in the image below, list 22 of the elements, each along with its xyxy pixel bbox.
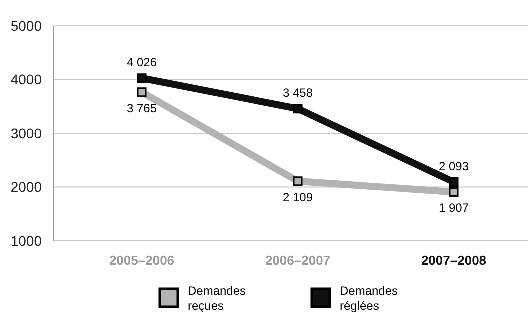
- y-tick-label: 2000: [10, 179, 42, 196]
- data-label: 4 026: [126, 55, 158, 70]
- point: [137, 74, 147, 84]
- point: [293, 176, 303, 186]
- legend-label: Demandes réglées: [340, 284, 398, 313]
- data-label: 3 458: [282, 86, 314, 100]
- point: [449, 188, 459, 197]
- data-label: 2 093: [438, 159, 470, 174]
- x-tick-label: 2005–2006: [109, 253, 175, 268]
- y-tick-label: 5000: [10, 18, 42, 34]
- legend-label: Demandes reçues: [188, 284, 246, 313]
- y-tick-label: 4000: [10, 72, 42, 88]
- point: [137, 88, 147, 98]
- point: [449, 178, 459, 187]
- x-tick-label: 2006–2007: [265, 253, 331, 268]
- data-label: 2 109: [282, 190, 314, 204]
- point: [293, 104, 303, 114]
- y-tick-label: 1000: [10, 232, 42, 249]
- x-tick-label: 2007–2008: [421, 253, 487, 268]
- data-label: 1 907: [438, 201, 470, 216]
- y-tick-label: 3000: [10, 125, 42, 142]
- data-label: 3 765: [126, 101, 158, 116]
